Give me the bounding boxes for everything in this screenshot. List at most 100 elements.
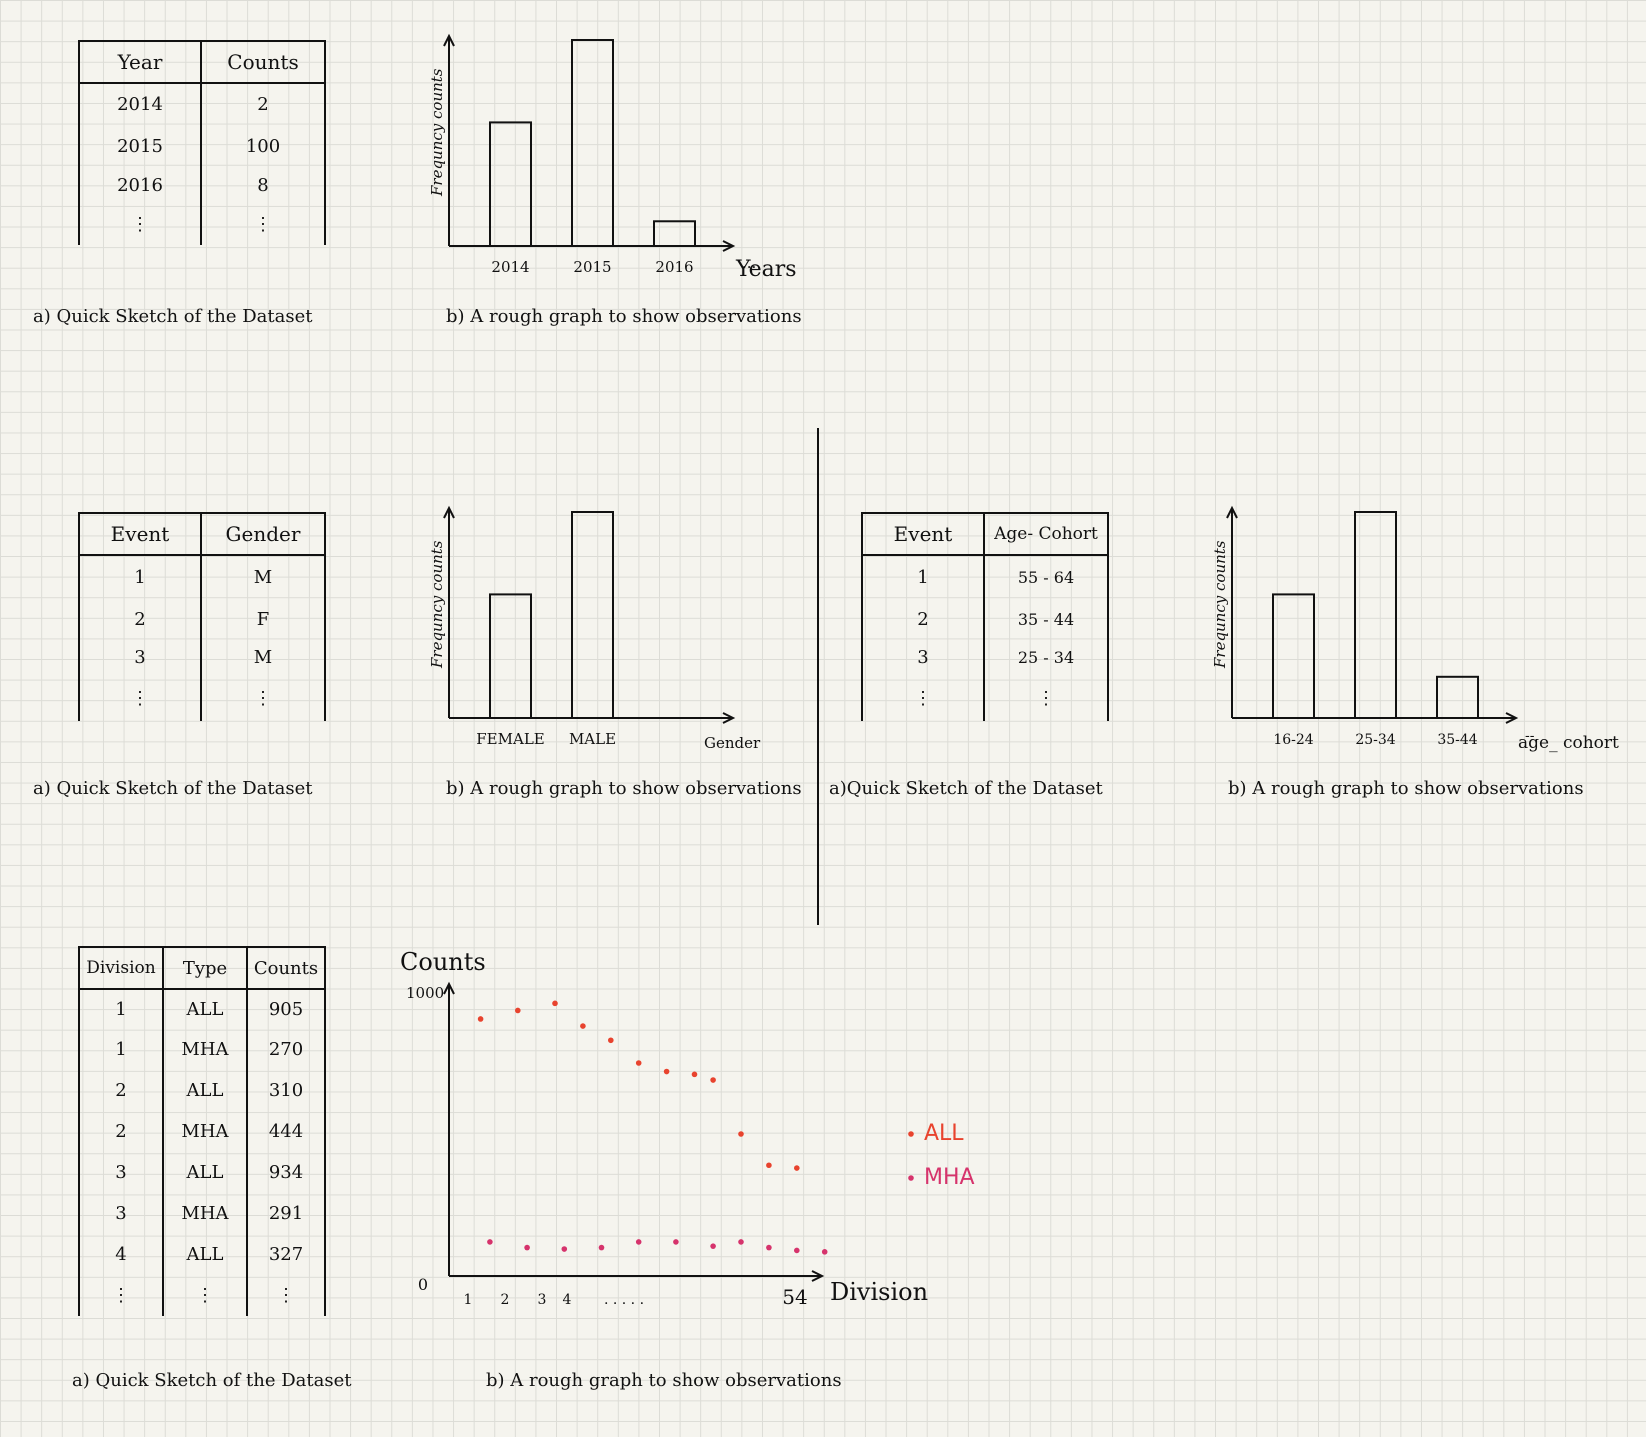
table-cell: 35 - 44: [983, 599, 1109, 639]
x-tick-label: MALE: [569, 730, 616, 748]
data-point-mha: [821, 1249, 828, 1255]
y-axis-label: Frequncy counts: [428, 68, 446, 197]
bar: [653, 220, 696, 247]
table-cell: 3: [78, 1152, 164, 1193]
table-cell: 2: [78, 1070, 164, 1111]
table-cell: ⋮: [200, 675, 326, 721]
table-cell: ⋮: [246, 1275, 326, 1316]
table-cell: MHA: [162, 1029, 248, 1070]
table-cell: F: [200, 599, 326, 639]
x-tick-label: 16-24: [1273, 732, 1313, 748]
legend-label: ALL: [924, 1121, 964, 1146]
table-cell: ⋮: [983, 675, 1109, 721]
table-cell: MHA: [162, 1193, 248, 1234]
y-axis-label: Frequncy counts: [428, 540, 446, 669]
y-axis-label: Counts: [400, 948, 486, 976]
table-header: Event: [78, 512, 202, 556]
event-agecohort-table: Event Age- Cohort 1 55 - 64 2 35 - 44 3 25 …: [861, 512, 1109, 721]
table-cell: ALL: [162, 989, 248, 1029]
table-cell: 2014: [78, 83, 202, 125]
bar: [489, 121, 532, 247]
y-axis-arrow: [443, 981, 455, 995]
table-header: Counts: [246, 946, 326, 990]
bar: [1354, 511, 1397, 719]
data-point-all: [515, 1007, 521, 1014]
table-cell: 310: [246, 1070, 326, 1111]
table-header: Year: [78, 40, 202, 84]
data-point-mha: [673, 1239, 679, 1245]
data-point-all: [552, 1000, 558, 1007]
bar: [571, 511, 614, 719]
table-header: Counts: [200, 40, 326, 84]
data-point-mha: [598, 1244, 605, 1251]
data-point-all: [663, 1068, 670, 1075]
x-tick-label: FEMALE: [476, 730, 544, 748]
x-tick-label: . . . . .: [604, 1292, 644, 1308]
table-cell: MHA: [162, 1111, 248, 1152]
table-cell: 1: [78, 555, 202, 599]
table-cell: M: [200, 555, 326, 599]
table-cell: 3: [78, 1193, 164, 1234]
data-point-mha: [710, 1243, 716, 1249]
division-type-counts-table: Division Type Counts 1 ALL 905 1 MHA 270 2 AL…: [78, 946, 326, 1316]
data-point-all: [738, 1131, 744, 1137]
table-header: Division: [78, 946, 164, 990]
table-caption: a) Quick Sketch of the Dataset: [33, 306, 313, 327]
x-axis-label: age_ cohort: [1518, 733, 1619, 753]
x-tick-label: 54: [782, 1285, 807, 1309]
table-cell: M: [200, 639, 326, 675]
table-cell: 444: [246, 1111, 326, 1152]
data-point-all: [580, 1023, 586, 1029]
table-caption: a) Quick Sketch of the Dataset: [72, 1370, 352, 1391]
table-cell: ALL: [162, 1234, 248, 1275]
data-point-mha: [738, 1239, 744, 1245]
y-axis-arrow: [443, 505, 455, 519]
data-point-mha: [794, 1247, 800, 1254]
x-tick-label: 2015: [573, 258, 611, 276]
table-cell: 55 - 64: [983, 555, 1109, 599]
x-axis-label: Division: [830, 1278, 928, 1306]
x-tick-label: ...: [742, 254, 756, 272]
x-tick-label: 2014: [491, 258, 529, 276]
year-counts-table: Year Counts 2014 2 2015 100 2016 8 ⋮ ⋮: [78, 40, 326, 245]
table-cell: ⋮: [78, 203, 202, 245]
table-cell: 1: [78, 1029, 164, 1070]
table-cell: 2016: [78, 167, 202, 203]
data-point-all: [477, 1016, 484, 1022]
table-cell: ALL: [162, 1152, 248, 1193]
y-axis-arrow: [1226, 505, 1238, 519]
table-cell: 2: [200, 83, 326, 125]
chart-caption: b) A rough graph to show observations: [1228, 778, 1584, 799]
bar: [1436, 675, 1479, 719]
table-cell: ⋮: [78, 1275, 164, 1316]
data-point-all: [794, 1165, 800, 1171]
table-cell: 8: [200, 167, 326, 203]
y-tick-label: 0: [418, 1275, 428, 1294]
table-cell: 3: [861, 639, 985, 675]
data-point-mha: [524, 1244, 530, 1251]
table-cell: ⋮: [162, 1275, 248, 1316]
table-cell: 3: [78, 639, 202, 675]
table-header: Age- Cohort: [983, 512, 1109, 556]
table-cell: 2: [78, 599, 202, 639]
table-header: Type: [162, 946, 248, 990]
x-axis-label: Gender: [704, 734, 761, 752]
table-cell: 934: [246, 1152, 326, 1193]
x-axis-label: Years: [735, 257, 797, 282]
x-axis-arrow: [722, 712, 736, 724]
legend-marker: [908, 1175, 914, 1181]
data-point-mha: [635, 1239, 642, 1245]
x-tick-label: 1: [464, 1292, 473, 1308]
y-tick-label: 1000: [406, 984, 444, 1002]
table-header: Event: [861, 512, 985, 556]
x-tick-label: 3: [538, 1292, 547, 1308]
table-cell: 4: [78, 1234, 164, 1275]
table-cell: ⋮: [78, 675, 202, 721]
x-tick-label: 2016: [655, 258, 693, 276]
x-tick-label: 4: [563, 1292, 572, 1308]
table-cell: 100: [200, 125, 326, 167]
x-axis-arrow: [1505, 712, 1519, 724]
data-point-all: [635, 1060, 642, 1066]
